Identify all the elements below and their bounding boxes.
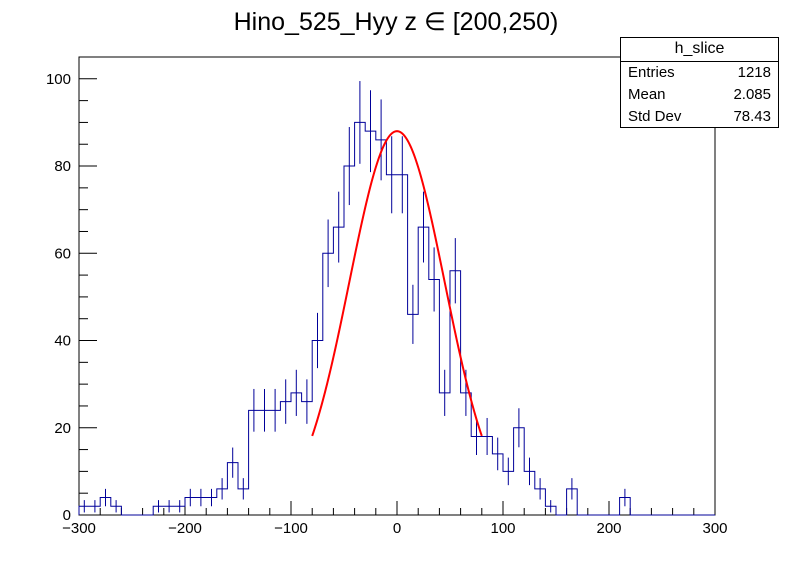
stats-value: 78.43	[733, 108, 771, 125]
x-tick-label: 200	[596, 520, 621, 537]
stats-row-mean: Mean 2.085	[621, 84, 778, 106]
stats-title: h_slice	[621, 38, 778, 62]
stats-label: Std Dev	[628, 108, 682, 125]
y-tick-label: 80	[54, 158, 71, 175]
stats-value: 2.085	[733, 86, 771, 103]
gaussian-fit	[311, 130, 483, 437]
error-bars	[83, 81, 626, 513]
stats-value: 1218	[737, 64, 771, 81]
histogram-outline	[78, 121, 715, 516]
y-tick-label: 40	[54, 333, 71, 350]
x-tick-label: 300	[702, 520, 727, 537]
x-tick-label: −100	[274, 520, 308, 537]
x-axis: −300 −200 −100 0 100 200 300	[62, 501, 728, 537]
x-tick-label: 100	[490, 520, 515, 537]
stats-box: h_slice Entries 1218 Mean 2.085 Std Dev …	[620, 37, 779, 128]
x-tick-label: −200	[168, 520, 202, 537]
stats-label: Entries	[628, 64, 675, 81]
stats-label: Mean	[628, 86, 666, 103]
histogram-series	[78, 121, 715, 516]
fit-curve	[311, 130, 483, 437]
chart-title: Hino_525_Hyy z ∈ [200,250)	[234, 8, 559, 36]
y-axis: 0 20 40 60 80 100	[46, 56, 97, 524]
stats-row-stddev: Std Dev 78.43	[621, 106, 778, 128]
y-tick-label: 100	[46, 71, 71, 88]
x-tick-label: −300	[62, 520, 96, 537]
y-tick-label: 60	[54, 245, 71, 262]
stats-row-entries: Entries 1218	[621, 62, 778, 84]
y-tick-label: 20	[54, 420, 71, 437]
y-tick-label: 0	[63, 507, 71, 524]
x-tick-label: 0	[393, 520, 401, 537]
